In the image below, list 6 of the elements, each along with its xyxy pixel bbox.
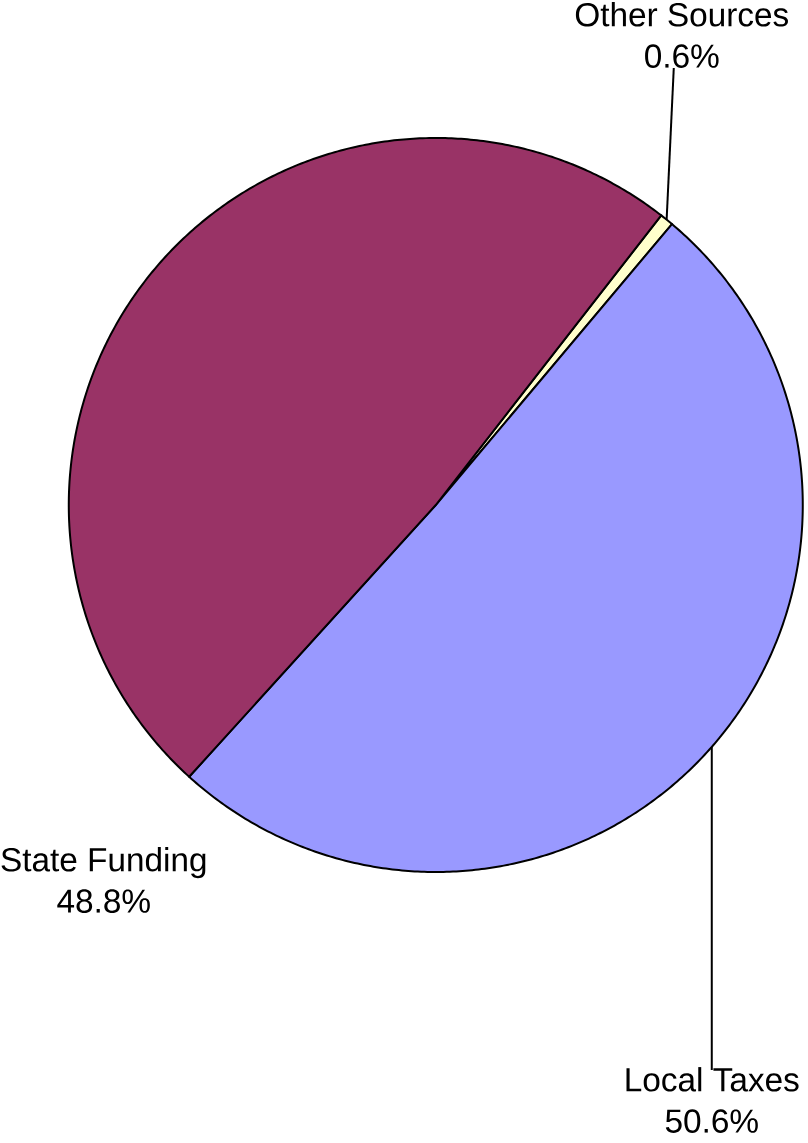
data-label: 50.6% [665,1109,758,1133]
slice-label: State Funding [1,847,206,879]
slice-label: Local Taxes [626,1067,799,1092]
data-label: 0.6% [645,44,719,68]
slice-label: Other Sources [576,2,789,27]
data-label: 48.8% [57,889,150,913]
